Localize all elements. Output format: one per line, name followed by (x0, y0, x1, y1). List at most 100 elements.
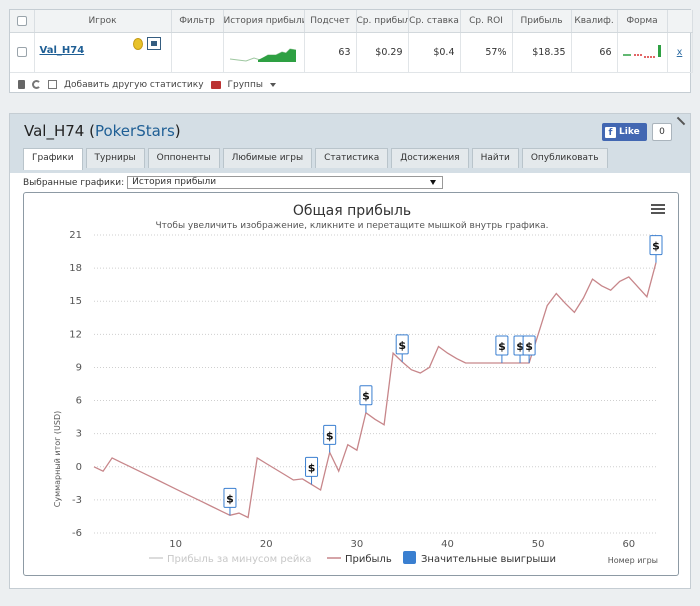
panel-header: Val_H74 (PokerStars) f Like 0 Графики Ту… (10, 114, 690, 173)
tab-opponents[interactable]: Оппоненты (147, 148, 220, 168)
legend-item-profit[interactable]: Прибыль (327, 554, 392, 565)
column-header[interactable]: Прибыль (512, 10, 572, 33)
chart-selector-row: Выбранные графики: История прибыли (23, 176, 444, 189)
x-tick-label: 60 (622, 539, 635, 550)
big-win-marker[interactable]: $ (522, 335, 536, 364)
legend-item-rake[interactable]: Прибыль за минусом рейка (149, 554, 312, 565)
x-tick-label: 20 (260, 539, 273, 550)
table-header-row: Игрок Фильтр История прибыли Подсчет Ср.… (10, 10, 693, 33)
like-label: Like (619, 127, 640, 137)
avg-roi-cell: 57% (460, 32, 513, 73)
page-title: Val_H74 (PokerStars) (24, 122, 181, 140)
x-tick-label: 30 (351, 539, 364, 550)
svg-text:$: $ (226, 492, 234, 505)
chart-selector-dropdown[interactable]: История прибыли (127, 176, 444, 189)
svg-text:$: $ (326, 429, 334, 442)
stats-table: Игрок Фильтр История прибыли Подсчет Ср.… (10, 10, 693, 73)
profit-history-cell (223, 32, 305, 73)
legend-label-rake: Прибыль за минусом рейка (167, 554, 312, 565)
big-win-marker[interactable]: $ (649, 235, 663, 263)
y-tick-label: -3 (72, 495, 82, 506)
trash-icon[interactable] (18, 80, 25, 89)
chart-subtitle: Чтобы увеличить изображение, кликните и … (155, 221, 548, 231)
x-tick-label: 10 (169, 539, 182, 550)
add-stat-icon (48, 80, 57, 89)
remove-column-header (667, 10, 693, 33)
chevron-down-icon[interactable] (269, 82, 276, 87)
edit-icon[interactable] (146, 36, 161, 50)
y-tick-label: 21 (69, 230, 82, 241)
y-tick-label: 18 (69, 263, 82, 274)
column-header[interactable]: Форма (617, 10, 668, 33)
count-cell: 63 (304, 32, 357, 73)
add-stat-link[interactable]: Добавить другую статистику (64, 79, 204, 90)
tab-favorite-games[interactable]: Любимые игры (222, 148, 313, 168)
stats-toolbar: Добавить другую статистику Группы (10, 73, 690, 97)
svg-text:$: $ (308, 461, 316, 474)
facebook-like-button[interactable]: f Like (602, 123, 647, 141)
column-header[interactable]: История прибыли (223, 10, 305, 33)
y-tick-label: 0 (76, 462, 82, 473)
profit-series-line (93, 262, 657, 519)
svg-text:$: $ (362, 390, 370, 403)
filter-cell[interactable] (171, 32, 224, 73)
column-header[interactable]: Фильтр (171, 10, 224, 33)
row-checkbox-cell[interactable] (10, 32, 35, 73)
tab-tournaments[interactable]: Турниры (85, 148, 145, 168)
groups-dropdown[interactable]: Группы (227, 79, 263, 90)
medal-icon (132, 37, 143, 50)
y-tick-label: 6 (76, 396, 82, 407)
x-axis-label: Номер игры (608, 556, 658, 565)
remove-row-link[interactable]: x (667, 32, 693, 73)
tab-publish[interactable]: Опубликовать (521, 148, 608, 168)
avg-stake-cell: $0.4 (408, 32, 461, 73)
chart-selector-label: Выбранные графики: (23, 177, 125, 188)
tab-achievements[interactable]: Достижения (391, 148, 469, 168)
column-header[interactable]: Игрок (34, 10, 172, 33)
column-header[interactable]: Ср. ROI (460, 10, 513, 33)
svg-text:$: $ (498, 340, 506, 353)
big-win-marker[interactable]: $ (395, 334, 409, 362)
form-cell (617, 32, 668, 73)
refresh-icon[interactable] (32, 80, 41, 89)
profit-sparkline (229, 47, 296, 62)
like-count: 0 (652, 123, 672, 141)
menu-icon[interactable] (651, 204, 665, 214)
column-header[interactable]: Ср. прибыль (356, 10, 409, 33)
groups-icon (210, 80, 221, 89)
form-sparkline (622, 44, 661, 58)
select-all-checkbox[interactable] (16, 15, 27, 26)
column-header[interactable]: Ср. ставка (408, 10, 461, 33)
player-name-link[interactable]: Val_H74 (39, 44, 85, 56)
tab-charts[interactable]: Графики (23, 148, 83, 170)
title-room-link[interactable]: PokerStars (94, 122, 175, 140)
select-all-checkbox-cell[interactable] (10, 10, 35, 33)
table-row: Val_H74 63 $0.29 $0.4 57% $18.35 66 (10, 32, 693, 73)
x-tick-label: 40 (441, 539, 454, 550)
y-tick-label: 9 (76, 362, 82, 373)
row-checkbox[interactable] (16, 47, 27, 57)
chart-container: -6 -3 0 3 6 9 12 15 18 21 10 20 30 40 50 60 $ $ $ $ $ $ $ $ $ … (23, 192, 679, 576)
big-win-marker[interactable]: $ (495, 335, 509, 364)
legend: Прибыль за минусом рейка Прибыль Значите… (149, 551, 556, 565)
column-header[interactable]: Подсчет (304, 10, 357, 33)
big-win-marker[interactable]: $ (323, 424, 337, 453)
collapse-icon[interactable] (676, 116, 686, 126)
big-win-marker[interactable]: $ (223, 487, 237, 516)
tab-statistics[interactable]: Статистика (315, 148, 389, 168)
player-cell: Val_H74 (34, 32, 172, 73)
profit-cell: $18.35 (512, 32, 572, 73)
legend-item-big-wins[interactable]: Значительные выигрыши (403, 551, 556, 565)
column-header[interactable]: Квалиф. (571, 10, 618, 33)
legend-label-profit: Прибыль (345, 554, 392, 565)
y-tick-label: 12 (69, 329, 82, 340)
qualifier-cell: 66 (571, 32, 618, 73)
big-win-marker[interactable]: $ (359, 385, 373, 413)
svg-text:$: $ (652, 240, 660, 253)
tab-search[interactable]: Найти (471, 148, 519, 168)
facebook-icon: f (605, 126, 616, 138)
tab-bar: Графики Турниры Оппоненты Любимые игры С… (23, 148, 611, 170)
svg-text:$: $ (398, 339, 406, 352)
big-win-marker[interactable]: $ (305, 456, 319, 485)
